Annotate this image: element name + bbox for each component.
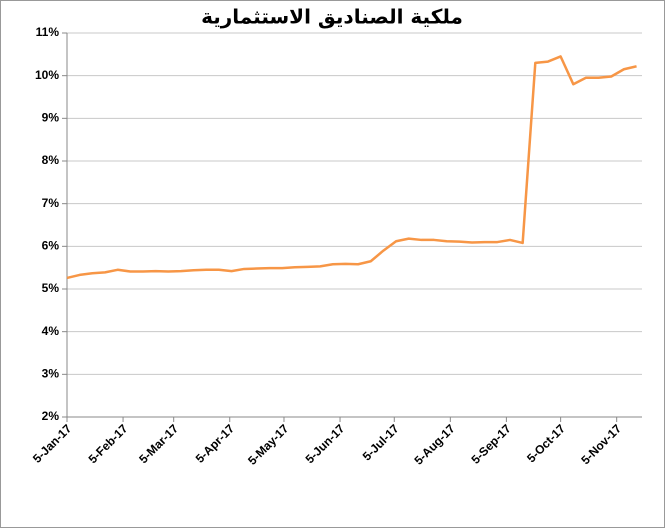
data-line xyxy=(66,55,637,280)
y-tick-label: 11% xyxy=(36,25,60,39)
y-tick-label: 10% xyxy=(35,68,59,82)
y-tick-label: 7% xyxy=(42,196,60,210)
chart-title: ملكية الصناديق الاستثمارية xyxy=(201,5,463,29)
y-tick-label: 3% xyxy=(42,367,60,381)
y-tick-label: 2% xyxy=(42,409,60,423)
y-tick-label: 5% xyxy=(42,281,60,295)
y-tick-label: 9% xyxy=(42,111,60,125)
y-tick-label: 8% xyxy=(42,153,60,167)
y-tick-label: 6% xyxy=(42,239,60,253)
y-tick-label: 4% xyxy=(42,324,60,338)
